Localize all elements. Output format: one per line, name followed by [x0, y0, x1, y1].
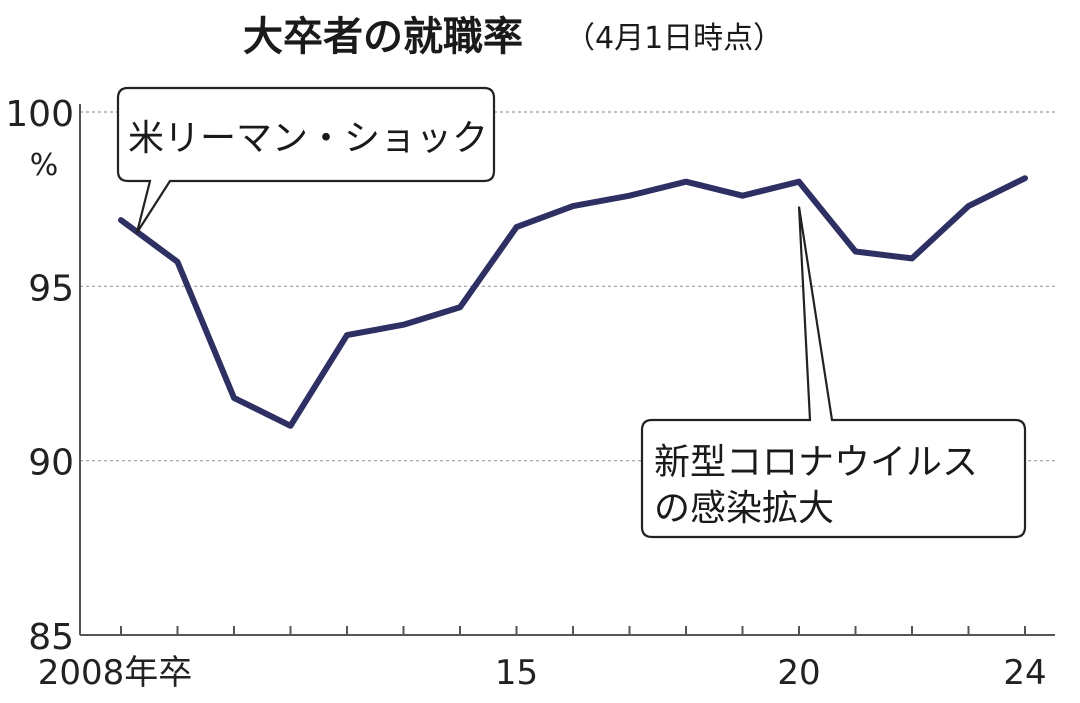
x-tick-label-20: 20 [777, 653, 820, 693]
x-tick-label-2008年卒: 2008年卒 [38, 653, 193, 693]
data-point-2015 [514, 224, 519, 230]
callout-lehman-box [116, 86, 496, 234]
callout-corona-text-line-2: の感染拡大 [654, 488, 834, 529]
data-point-2024 [1022, 175, 1028, 181]
chart-subtitle: （4月1日時点） [565, 21, 783, 56]
data-point-2020 [796, 179, 802, 185]
data-point-2022 [909, 255, 915, 261]
x-tick-label-24: 24 [1003, 653, 1046, 693]
data-point-2014 [457, 304, 463, 310]
data-point-2012 [344, 332, 350, 338]
data-point-2018 [683, 179, 689, 185]
data-point-2008 [118, 217, 124, 223]
y-tick-label-100: 100 [5, 94, 74, 135]
chart-title: 大卒者の就職率 [243, 14, 523, 60]
data-point-2019 [740, 193, 745, 199]
y-tick-label-85: 85 [28, 617, 74, 658]
data-point-2017 [627, 193, 632, 199]
axis-layer: 100 95 90 85% 2008年卒 15 20 24 [5, 94, 1055, 693]
data-point-2009 [175, 259, 180, 265]
data-point-2010 [231, 395, 237, 401]
y-tick-label-95: 95 [28, 268, 74, 309]
x-tick-label-15: 15 [495, 653, 538, 693]
y-unit-label: % [30, 148, 59, 183]
data-point-2021 [853, 248, 858, 254]
y-tick-label-90: 90 [28, 443, 74, 484]
callout-corona-text-line-1: 新型コロナウイルス [654, 442, 978, 483]
series-layer [118, 175, 1028, 429]
callout-corona-box [640, 206, 1027, 539]
data-point-2013 [401, 322, 406, 328]
data-point-2023 [966, 203, 971, 209]
callout-lehman-text: 米リーマン・ショック [128, 118, 488, 159]
data-point-2011 [288, 423, 293, 429]
data-point-2016 [570, 203, 576, 209]
series-line [118, 175, 1028, 429]
